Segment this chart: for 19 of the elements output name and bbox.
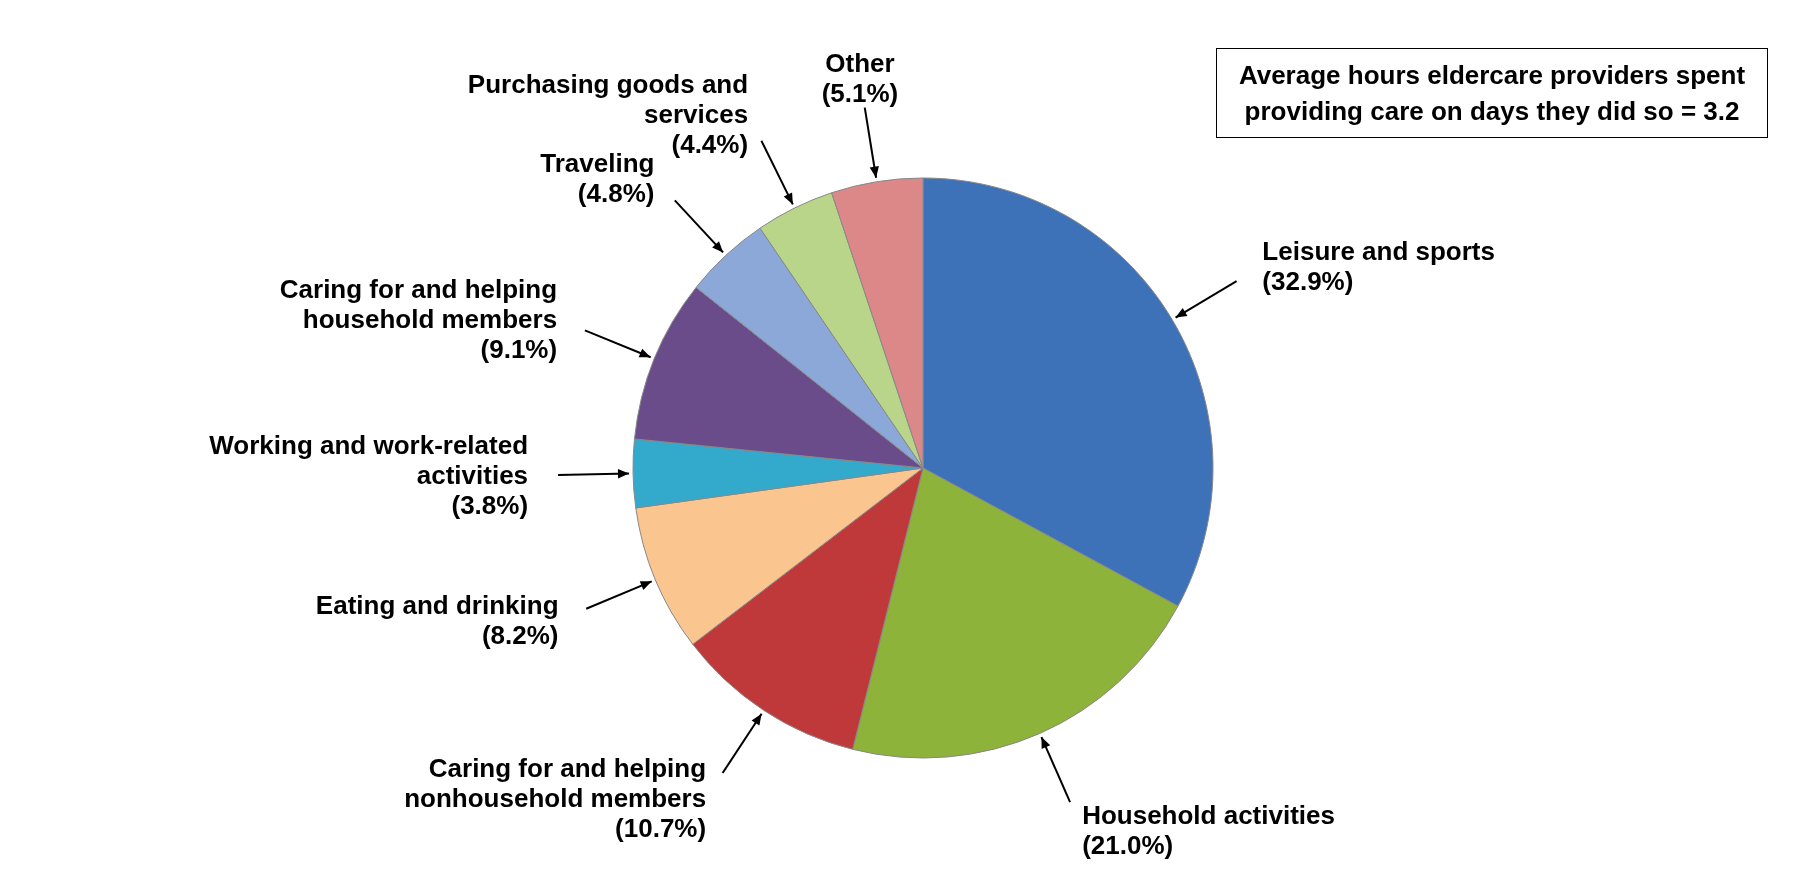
slice-label: Traveling: [540, 148, 655, 179]
slice-label: Other: [825, 48, 895, 79]
slice-label: Leisure and sports: [1262, 235, 1495, 266]
data-label: (32.9%): [1262, 265, 1354, 296]
data-label: (8.2%): [481, 620, 559, 651]
data-label: (10.7%): [615, 813, 707, 844]
data-label: (4.4%): [671, 128, 749, 159]
text: Average hours eldercare providers spent providing care on days they did so = 3.2: [1216, 48, 1768, 138]
slice-label: Working and work-related activities: [209, 430, 529, 491]
data-label: (9.1%): [480, 334, 558, 365]
data-label: (4.8%): [577, 178, 655, 209]
data-label: (3.8%): [451, 490, 529, 521]
data-label: (21.0%): [1082, 829, 1174, 860]
slice-label: Eating and drinking: [315, 590, 559, 621]
slice-label: Household activities: [1082, 799, 1335, 830]
data-label: (5.1%): [821, 78, 899, 109]
slice-label: Caring for and helping household members: [279, 274, 558, 335]
slice-label: Caring for and helping nonhousehold members: [404, 753, 707, 814]
slice-label: Purchasing goods and services: [467, 68, 749, 129]
